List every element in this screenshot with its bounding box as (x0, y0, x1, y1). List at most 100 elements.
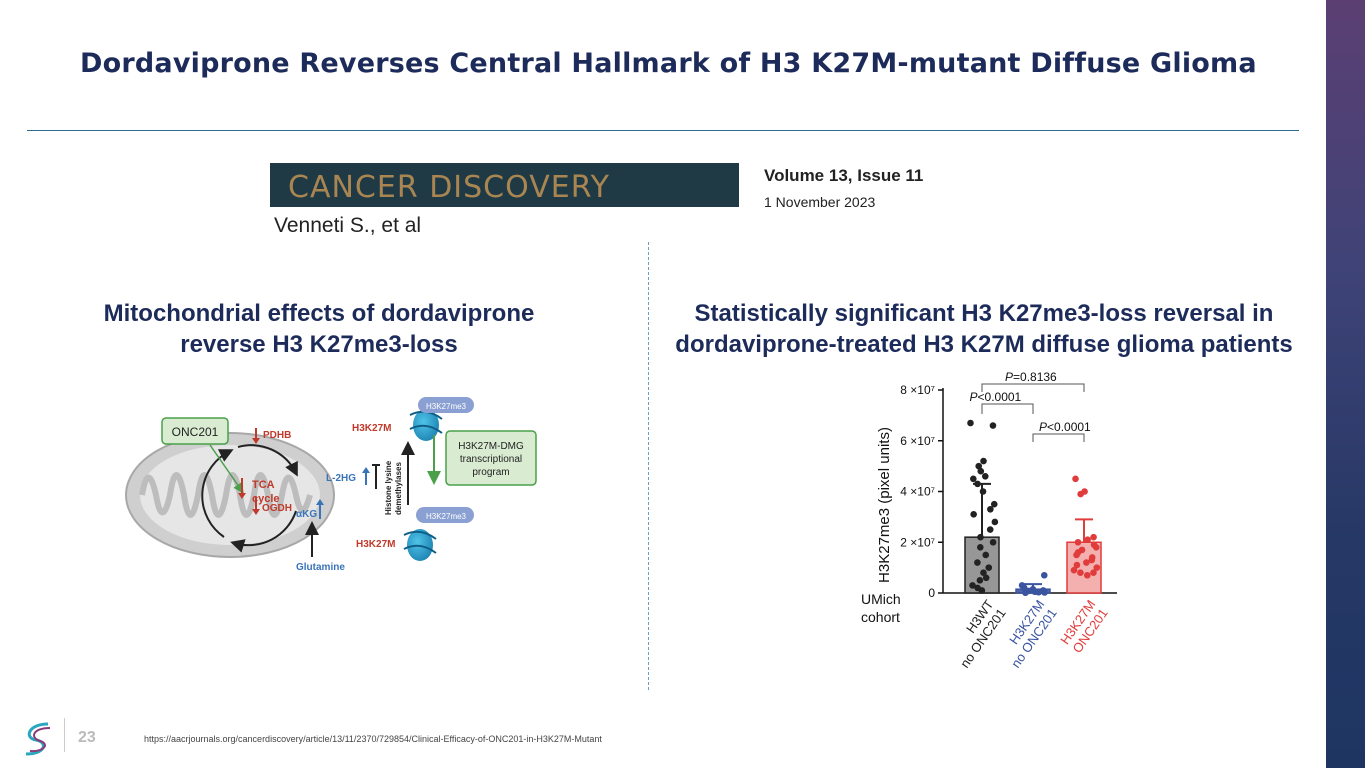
p-value: <0.0001 (978, 390, 1022, 404)
right-heading-line2: dordaviprone-treated H3 K27M diffuse gli… (675, 331, 1293, 358)
data-point (975, 462, 983, 470)
mitochondrion-icon (125, 432, 335, 558)
ogdh-arrowhead (252, 509, 260, 515)
y-tick-label: 2 ×10⁷ (900, 535, 935, 549)
tca-arrowhead (238, 493, 246, 499)
glutamine-label: Glutamine (296, 562, 345, 573)
data-point (1083, 571, 1091, 579)
left-heading-line2: reverse H3 K27me3-loss (180, 331, 458, 358)
cohort-label-line1: UMich (861, 591, 901, 607)
data-point (1092, 544, 1100, 551)
data-point (976, 544, 984, 551)
program-box (445, 430, 537, 486)
program-line1: H3K27M-DMG (458, 441, 524, 452)
footer-divider (64, 718, 65, 752)
data-point (970, 511, 977, 518)
p-value-label: P=0.8136 (1005, 372, 1057, 384)
data-point (980, 569, 987, 576)
data-point (978, 587, 986, 594)
akg-arrowhead (316, 499, 324, 505)
data-point (985, 564, 993, 571)
company-logo-icon (25, 722, 51, 756)
panel-divider (648, 242, 649, 690)
mechanism-diagram: ONC201 PDHB TCA cycle OGDH αKG Glutamine… (125, 397, 537, 573)
p-symbol: P (970, 390, 978, 404)
significance-bracket (981, 403, 1034, 414)
p-value: <0.0001 (1047, 420, 1091, 434)
demethylases-line2: demethylases (394, 462, 403, 515)
data-point (974, 559, 981, 566)
data-point (974, 480, 981, 488)
cohort-label-line2: cohort (861, 609, 900, 625)
ogdh-label: OGDH (262, 503, 292, 514)
right-panel-heading: Statistically significant H3 K27me3-loss… (652, 298, 1316, 360)
l2hg-label: L-2HG (326, 473, 356, 484)
data-point (982, 551, 990, 559)
data-point (989, 422, 997, 429)
p-value: =0.8136 (1013, 372, 1057, 384)
p-value-label: P<0.0001 (1039, 420, 1091, 434)
akg-label: αKG (296, 509, 317, 520)
tca-arrow-top (237, 444, 298, 477)
y-axis-label: H3K27me3 (pixel units) (876, 427, 893, 583)
right-heading-line1: Statistically significant H3 K27me3-loss… (694, 300, 1274, 327)
pdhb-arrowhead (252, 438, 260, 444)
data-point (1070, 566, 1078, 574)
data-point (1022, 589, 1029, 597)
data-point (1090, 533, 1097, 541)
data-point (1093, 564, 1101, 571)
left-panel-heading: Mitochondrial effects of dordaviprone re… (60, 298, 578, 360)
data-point (1072, 475, 1079, 483)
program-line3: program (472, 467, 509, 478)
data-point (970, 475, 977, 483)
data-point (982, 574, 990, 582)
source-link[interactable]: https://aacrjournals.org/cancerdiscovery… (144, 734, 602, 744)
tca-label-line2: cycle (252, 493, 280, 505)
p-symbol: P (1005, 372, 1013, 384)
h3k27me3-top-pill (418, 397, 474, 413)
data-point (991, 518, 999, 526)
h3k27me3-top-label: H3K27me3 (426, 402, 467, 411)
y-tick-label: 6 ×10⁷ (900, 434, 935, 448)
data-point (979, 488, 987, 495)
data-point (1088, 556, 1096, 564)
title-divider (27, 130, 1299, 131)
y-tick-label: 4 ×10⁷ (900, 485, 935, 499)
onc201-box (161, 417, 229, 445)
data-point (969, 582, 976, 589)
demethylases-line1: Histone lysine (384, 460, 393, 515)
data-point (987, 505, 994, 513)
journal-banner: CANCER DISCOVERY (270, 163, 739, 207)
y-tick-label: 0 (928, 586, 935, 600)
h3k27me3-bottom-label: H3K27me3 (426, 512, 467, 521)
data-point (1077, 569, 1084, 576)
sidebar-accent (1326, 0, 1365, 768)
h3k27me3-bottom-pill (416, 507, 474, 523)
y-tick-label: 8 ×10⁷ (900, 383, 935, 397)
data-point (967, 419, 974, 427)
nucleosome-bottom-icon (403, 529, 437, 561)
pdhb-label: PDHB (263, 430, 291, 441)
program-line2: transcriptional (460, 454, 522, 465)
slide-title: Dordaviprone Reverses Central Hallmark o… (80, 48, 1257, 79)
data-point (1073, 561, 1081, 569)
significance-bracket (1032, 433, 1085, 442)
data-point (1077, 490, 1084, 498)
tca-label-line1: TCA (252, 479, 275, 491)
p-value-label: P<0.0001 (970, 390, 1022, 404)
nucleosome-top-icon (409, 409, 443, 441)
journal-name: CANCER DISCOVERY (288, 170, 610, 205)
data-point (1083, 559, 1090, 566)
onc201-arrow (209, 444, 244, 494)
page-number: 23 (78, 729, 96, 746)
data-point (976, 577, 984, 584)
data-point (1084, 536, 1091, 544)
journal-date: 1 November 2023 (764, 194, 876, 210)
left-heading-line1: Mitochondrial effects of dordaviprone (103, 300, 535, 327)
significance-bracket (981, 383, 1085, 392)
data-point (989, 538, 997, 546)
h3k27m-top-label: H3K27M (352, 423, 391, 434)
data-point (977, 533, 984, 541)
